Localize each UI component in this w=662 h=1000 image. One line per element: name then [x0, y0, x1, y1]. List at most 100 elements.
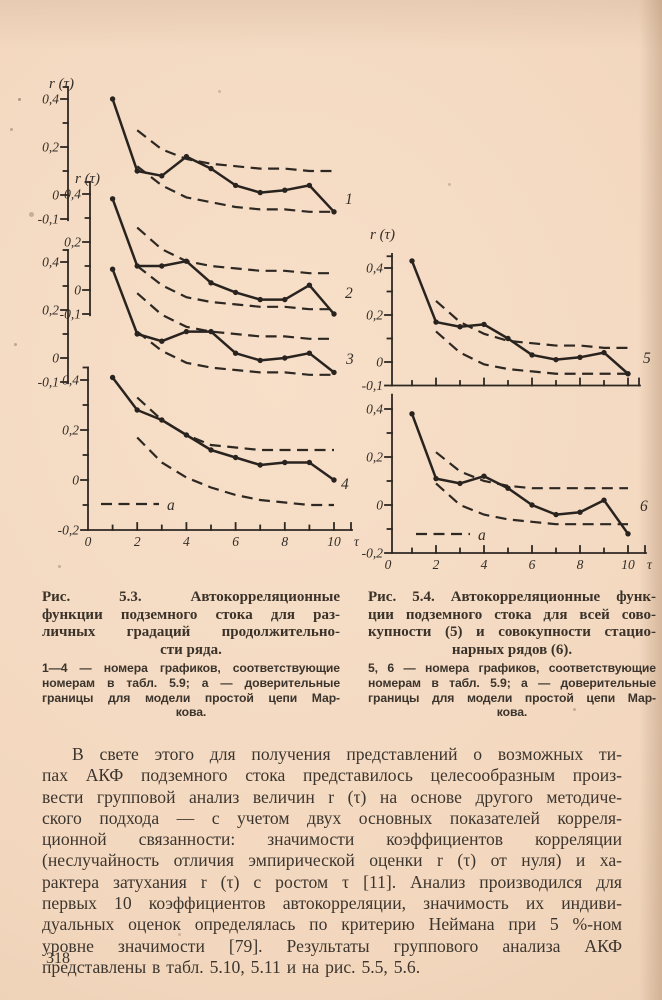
y-tick-label: 0,4	[64, 187, 81, 202]
data-point	[109, 96, 116, 102]
paper-specks	[18, 98, 21, 101]
data-point	[134, 407, 140, 413]
confidence-lower-3	[136, 330, 334, 376]
caption-line: ции подземного стока для всей сово-	[368, 606, 656, 623]
x-tick-label: 8	[281, 534, 288, 549]
data-point	[433, 319, 439, 325]
curve-number-label: 6	[640, 498, 648, 515]
data-point	[306, 282, 313, 288]
data-point	[257, 189, 263, 196]
data-point	[282, 187, 288, 193]
figure-5-3-chart: 0,40,20-0,110,40,20-0,120,40,20-0,130,40…	[38, 76, 360, 549]
data-point	[183, 328, 190, 335]
y-tick-label: 0,2	[62, 423, 79, 438]
page-number: 318	[46, 950, 70, 967]
data-point	[577, 509, 583, 515]
legend-label: а	[167, 497, 175, 514]
legend-label: а	[478, 527, 486, 544]
figure-5-4-caption: Рис. 5.4. Автокорреляционные функ-ции по…	[368, 589, 656, 659]
y-tick-label: 0	[74, 283, 81, 298]
note-line: границы для модели простой цепи Мар-	[42, 690, 340, 705]
x-tick-label: 10	[621, 557, 635, 572]
y-tick-label: 0	[376, 498, 383, 513]
data-point	[433, 475, 439, 482]
data-point	[625, 531, 631, 537]
data-point	[529, 502, 535, 508]
curve-number-label: 5	[643, 350, 651, 367]
y-tick-label: 0	[376, 355, 383, 370]
curve-number-label: 4	[341, 476, 349, 493]
data-point	[208, 280, 214, 286]
note-line: 5, 6 — номера графиков, соответствующие	[368, 661, 656, 675]
data-point	[457, 324, 463, 330]
confidence-upper-1	[136, 129, 334, 173]
body-text-line: представлены в табл. 5.10, 5.11 и на рис…	[42, 956, 421, 977]
y-tick-label: -0,2	[362, 546, 384, 561]
data-point	[232, 350, 239, 356]
data-point	[232, 182, 239, 189]
data-point	[331, 369, 337, 376]
data-point	[331, 477, 337, 483]
note-line: номерам в табл. 5.9; а — доверительные	[42, 675, 340, 690]
body-text-line: ционной связанности: значимости коэффици…	[42, 829, 622, 850]
data-point	[553, 356, 559, 363]
confidence-upper-3	[136, 292, 334, 340]
acf-curve-2	[111, 197, 336, 316]
y-tick-label: 0,2	[366, 450, 383, 465]
data-point	[553, 511, 559, 518]
y-tick-label: 0	[52, 351, 59, 366]
data-point	[529, 352, 535, 358]
x-tick-label: 4	[183, 534, 190, 549]
data-point	[232, 454, 239, 461]
acf-curve-6	[410, 412, 630, 536]
y-tick-label: -0,1	[362, 378, 383, 393]
y-tick-label: -0,2	[58, 523, 80, 538]
data-point	[183, 153, 190, 160]
y-tick-label: 0	[72, 473, 79, 488]
confidence-lower-5	[435, 330, 628, 375]
body-text-line: первых 10 коэффициентов автокорреляции, …	[42, 893, 622, 914]
data-point	[457, 480, 463, 487]
data-point	[282, 459, 288, 466]
x-tick-label: 10	[327, 534, 341, 549]
curve-number-label: 2	[345, 285, 353, 302]
data-point	[134, 331, 140, 337]
confidence-lower-2	[136, 265, 334, 311]
data-point	[625, 371, 631, 377]
body-text-line: ского подхода — с учетом двух основных п…	[42, 807, 622, 828]
body-text-line: В свете этого для получения представлени…	[72, 744, 622, 764]
data-point	[159, 417, 165, 423]
figure-5-4-note: 5, 6 — номера графиков, соответствующие н…	[368, 661, 656, 720]
caption-line: сти ряда.	[160, 641, 222, 658]
data-point	[257, 462, 263, 468]
data-point	[159, 338, 165, 344]
data-point	[306, 459, 313, 466]
data-point	[306, 350, 313, 356]
y-tick-label: 0,2	[42, 303, 59, 318]
data-point	[208, 447, 214, 453]
y-tick-label: 0,2	[64, 235, 81, 250]
y-tick-label: 0,4	[42, 255, 59, 270]
data-point	[208, 328, 214, 335]
data-point	[183, 432, 190, 438]
acf-curve-3	[111, 267, 336, 374]
x-tick-label: 0	[85, 534, 92, 549]
x-tick-label: 8	[577, 557, 584, 572]
y-tick-label: -0,1	[38, 375, 59, 390]
data-point	[159, 263, 165, 269]
x-axis-label: τ	[354, 534, 360, 549]
figure-5-4-chart: 0,40,20-0,15r (τ)0,40,20-0,260 2 4 6 8 10 τа	[362, 227, 653, 572]
y-axis-title: r (τ)	[49, 76, 74, 92]
data-point	[159, 173, 165, 179]
body-paragraph: В свете этого для получения представлени…	[42, 744, 622, 978]
y-tick-label: -0,1	[60, 307, 81, 322]
data-point	[257, 296, 263, 303]
x-tick-label: 6	[529, 557, 536, 572]
caption-line: Рис. 5.3. Автокорреляционные	[42, 589, 340, 605]
data-point	[601, 349, 607, 356]
data-point	[109, 196, 116, 202]
curve-number-label: 1	[345, 191, 353, 208]
y-tick-label: 0,4	[42, 92, 59, 107]
y-tick-label: 0,2	[42, 140, 59, 155]
